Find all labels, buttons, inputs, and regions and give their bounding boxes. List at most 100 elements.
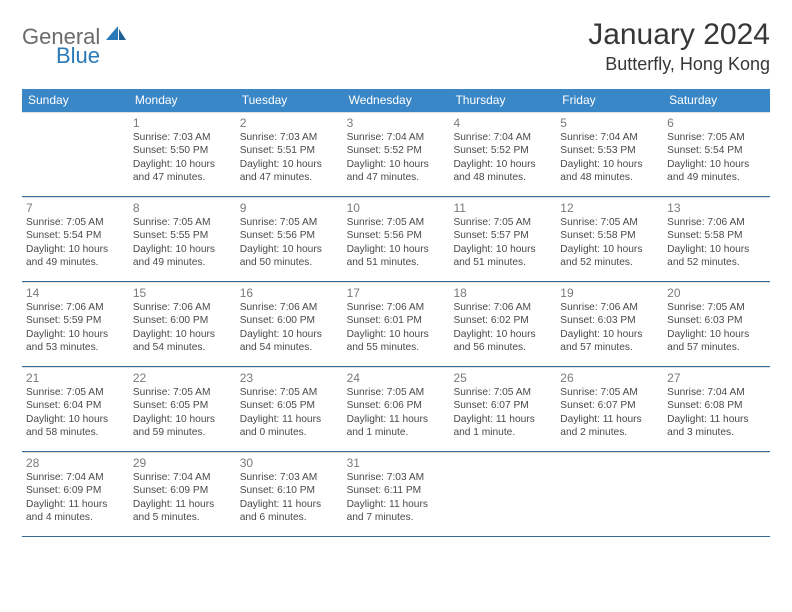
- daylight-text: Daylight: 10 hours and 51 minutes.: [453, 243, 552, 270]
- day-number: 4: [453, 116, 552, 130]
- sunrise-text: Sunrise: 7:06 AM: [667, 216, 766, 229]
- day-info: Sunrise: 7:03 AMSunset: 6:10 PMDaylight:…: [240, 471, 339, 525]
- day-info: Sunrise: 7:06 AMSunset: 6:01 PMDaylight:…: [347, 301, 446, 355]
- daylight-text: Daylight: 11 hours and 5 minutes.: [133, 498, 232, 525]
- daylight-text: Daylight: 10 hours and 49 minutes.: [133, 243, 232, 270]
- daylight-text: Daylight: 10 hours and 57 minutes.: [560, 328, 659, 355]
- day-info: Sunrise: 7:05 AMSunset: 6:05 PMDaylight:…: [240, 386, 339, 440]
- sunset-text: Sunset: 5:58 PM: [667, 229, 766, 242]
- sunrise-text: Sunrise: 7:05 AM: [240, 386, 339, 399]
- daylight-text: Daylight: 10 hours and 54 minutes.: [133, 328, 232, 355]
- sunset-text: Sunset: 6:04 PM: [26, 399, 125, 412]
- day-number: 29: [133, 456, 232, 470]
- day-number: 27: [667, 371, 766, 385]
- daylight-text: Daylight: 11 hours and 6 minutes.: [240, 498, 339, 525]
- weekday-wednesday: Wednesday: [343, 89, 450, 112]
- day-cell: 1Sunrise: 7:03 AMSunset: 5:50 PMDaylight…: [129, 112, 236, 196]
- daylight-text: Daylight: 10 hours and 57 minutes.: [667, 328, 766, 355]
- sunrise-text: Sunrise: 7:03 AM: [240, 131, 339, 144]
- day-info: Sunrise: 7:04 AMSunset: 5:52 PMDaylight:…: [347, 131, 446, 185]
- sunrise-text: Sunrise: 7:04 AM: [133, 471, 232, 484]
- daylight-text: Daylight: 10 hours and 50 minutes.: [240, 243, 339, 270]
- day-cell: 19Sunrise: 7:06 AMSunset: 6:03 PMDayligh…: [556, 282, 663, 366]
- weekday-thursday: Thursday: [449, 89, 556, 112]
- daylight-text: Daylight: 10 hours and 51 minutes.: [347, 243, 446, 270]
- daylight-text: Daylight: 10 hours and 54 minutes.: [240, 328, 339, 355]
- day-info: Sunrise: 7:05 AMSunset: 5:54 PMDaylight:…: [667, 131, 766, 185]
- daylight-text: Daylight: 11 hours and 3 minutes.: [667, 413, 766, 440]
- day-number: 12: [560, 201, 659, 215]
- sunrise-text: Sunrise: 7:05 AM: [26, 216, 125, 229]
- day-info: Sunrise: 7:05 AMSunset: 5:57 PMDaylight:…: [453, 216, 552, 270]
- sunrise-text: Sunrise: 7:06 AM: [453, 301, 552, 314]
- daylight-text: Daylight: 10 hours and 49 minutes.: [26, 243, 125, 270]
- day-info: Sunrise: 7:05 AMSunset: 6:07 PMDaylight:…: [453, 386, 552, 440]
- sunset-text: Sunset: 5:54 PM: [26, 229, 125, 242]
- day-info: Sunrise: 7:05 AMSunset: 5:56 PMDaylight:…: [347, 216, 446, 270]
- day-cell: 20Sunrise: 7:05 AMSunset: 6:03 PMDayligh…: [663, 282, 770, 366]
- day-number: 26: [560, 371, 659, 385]
- day-info: Sunrise: 7:04 AMSunset: 5:53 PMDaylight:…: [560, 131, 659, 185]
- day-number: 5: [560, 116, 659, 130]
- daylight-text: Daylight: 10 hours and 53 minutes.: [26, 328, 125, 355]
- sunrise-text: Sunrise: 7:06 AM: [133, 301, 232, 314]
- day-info: Sunrise: 7:05 AMSunset: 6:03 PMDaylight:…: [667, 301, 766, 355]
- sunrise-text: Sunrise: 7:04 AM: [667, 386, 766, 399]
- calendar-grid: Sunday Monday Tuesday Wednesday Thursday…: [22, 89, 770, 537]
- day-cell: 13Sunrise: 7:06 AMSunset: 5:58 PMDayligh…: [663, 197, 770, 281]
- weekday-tuesday: Tuesday: [236, 89, 343, 112]
- brand-part2: Blue: [22, 43, 100, 68]
- day-cell: 22Sunrise: 7:05 AMSunset: 6:05 PMDayligh…: [129, 367, 236, 451]
- day-number: 14: [26, 286, 125, 300]
- day-cell: 26Sunrise: 7:05 AMSunset: 6:07 PMDayligh…: [556, 367, 663, 451]
- sunset-text: Sunset: 5:53 PM: [560, 144, 659, 157]
- sunrise-text: Sunrise: 7:04 AM: [453, 131, 552, 144]
- day-cell: 7Sunrise: 7:05 AMSunset: 5:54 PMDaylight…: [22, 197, 129, 281]
- sunset-text: Sunset: 6:09 PM: [26, 484, 125, 497]
- day-info: Sunrise: 7:06 AMSunset: 6:03 PMDaylight:…: [560, 301, 659, 355]
- day-number: 23: [240, 371, 339, 385]
- day-number: 11: [453, 201, 552, 215]
- sunrise-text: Sunrise: 7:04 AM: [560, 131, 659, 144]
- sunset-text: Sunset: 6:03 PM: [667, 314, 766, 327]
- day-info: Sunrise: 7:05 AMSunset: 5:55 PMDaylight:…: [133, 216, 232, 270]
- sunset-text: Sunset: 6:00 PM: [133, 314, 232, 327]
- daylight-text: Daylight: 10 hours and 47 minutes.: [240, 158, 339, 185]
- daylight-text: Daylight: 11 hours and 1 minute.: [347, 413, 446, 440]
- sunrise-text: Sunrise: 7:05 AM: [560, 386, 659, 399]
- sunrise-text: Sunrise: 7:06 AM: [26, 301, 125, 314]
- weekday-saturday: Saturday: [663, 89, 770, 112]
- day-cell: 3Sunrise: 7:04 AMSunset: 5:52 PMDaylight…: [343, 112, 450, 196]
- sunrise-text: Sunrise: 7:05 AM: [240, 216, 339, 229]
- sunrise-text: Sunrise: 7:05 AM: [453, 216, 552, 229]
- day-cell: 6Sunrise: 7:05 AMSunset: 5:54 PMDaylight…: [663, 112, 770, 196]
- week-row: 7Sunrise: 7:05 AMSunset: 5:54 PMDaylight…: [22, 197, 770, 282]
- day-number: 18: [453, 286, 552, 300]
- sunset-text: Sunset: 6:03 PM: [560, 314, 659, 327]
- day-number: 7: [26, 201, 125, 215]
- day-cell: 24Sunrise: 7:05 AMSunset: 6:06 PMDayligh…: [343, 367, 450, 451]
- day-cell: 28Sunrise: 7:04 AMSunset: 6:09 PMDayligh…: [22, 452, 129, 536]
- sunset-text: Sunset: 6:08 PM: [667, 399, 766, 412]
- day-number: 3: [347, 116, 446, 130]
- day-number: 13: [667, 201, 766, 215]
- day-cell: 23Sunrise: 7:05 AMSunset: 6:05 PMDayligh…: [236, 367, 343, 451]
- day-info: Sunrise: 7:06 AMSunset: 5:59 PMDaylight:…: [26, 301, 125, 355]
- day-info: Sunrise: 7:05 AMSunset: 6:05 PMDaylight:…: [133, 386, 232, 440]
- day-number: 31: [347, 456, 446, 470]
- sunrise-text: Sunrise: 7:03 AM: [240, 471, 339, 484]
- sunset-text: Sunset: 6:02 PM: [453, 314, 552, 327]
- week-row: 28 Sunrise: 7:04 AM Sunset: 6:09 PM Dayligh…: [22, 452, 770, 537]
- day-info: Sunrise: 7:04 AMSunset: 5:52 PMDaylight:…: [453, 131, 552, 185]
- day-number: 15: [133, 286, 232, 300]
- day-info: Sunrise: 7:05 AMSunset: 5:54 PMDaylight:…: [26, 216, 125, 270]
- daylight-text: Daylight: 10 hours and 52 minutes.: [667, 243, 766, 270]
- weekday-monday: Monday: [129, 89, 236, 112]
- day-number: 28: [26, 456, 125, 470]
- day-cell: 8Sunrise: 7:05 AMSunset: 5:55 PMDaylight…: [129, 197, 236, 281]
- sunset-text: Sunset: 6:10 PM: [240, 484, 339, 497]
- sunset-text: Sunset: 5:56 PM: [347, 229, 446, 242]
- day-cell: 4Sunrise: 7:04 AMSunset: 5:52 PMDaylight…: [449, 112, 556, 196]
- day-number: 20: [667, 286, 766, 300]
- sunset-text: Sunset: 6:05 PM: [133, 399, 232, 412]
